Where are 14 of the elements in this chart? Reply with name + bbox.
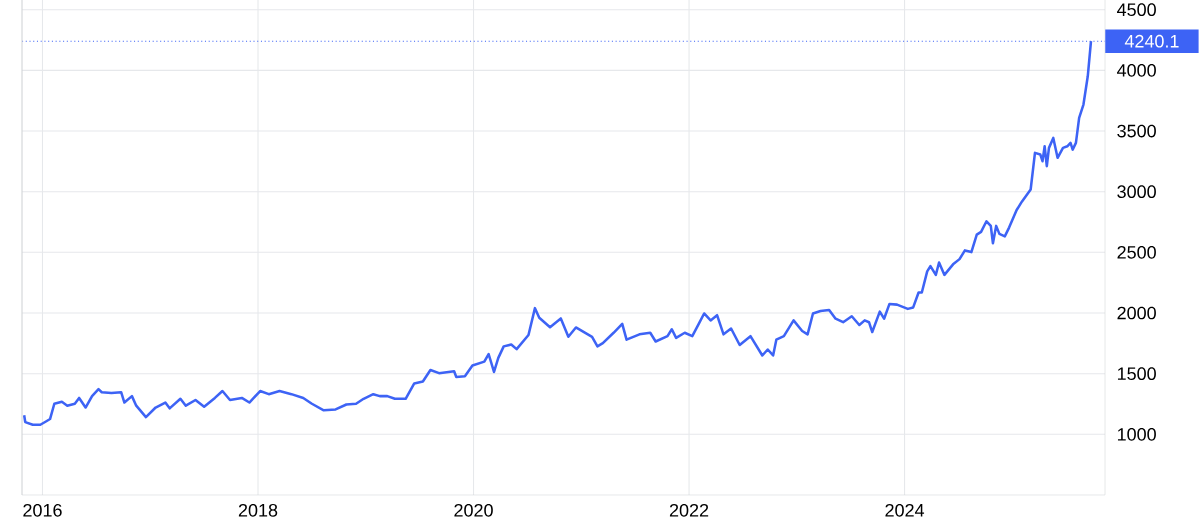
y-tick-label: 2000	[1117, 306, 1156, 320]
x-tick-label: 2020	[454, 503, 493, 517]
y-tick-label: 4000	[1117, 63, 1156, 77]
ref-line-label: 4240.1	[1124, 34, 1179, 48]
x-tick-label: 2024	[885, 503, 925, 517]
y-tick-label: 1500	[1117, 367, 1156, 381]
y-tick-label: 1000	[1117, 427, 1156, 441]
y-tick-label: 4500	[1117, 3, 1156, 17]
x-tick-label: 2016	[23, 503, 62, 517]
y-tick-label: 3000	[1117, 185, 1156, 199]
x-tick-label: 2018	[238, 503, 278, 517]
y-tick-label: 3500	[1117, 124, 1156, 138]
y-tick-label: 2500	[1117, 245, 1156, 259]
x-tick-label: 2022	[669, 503, 709, 517]
